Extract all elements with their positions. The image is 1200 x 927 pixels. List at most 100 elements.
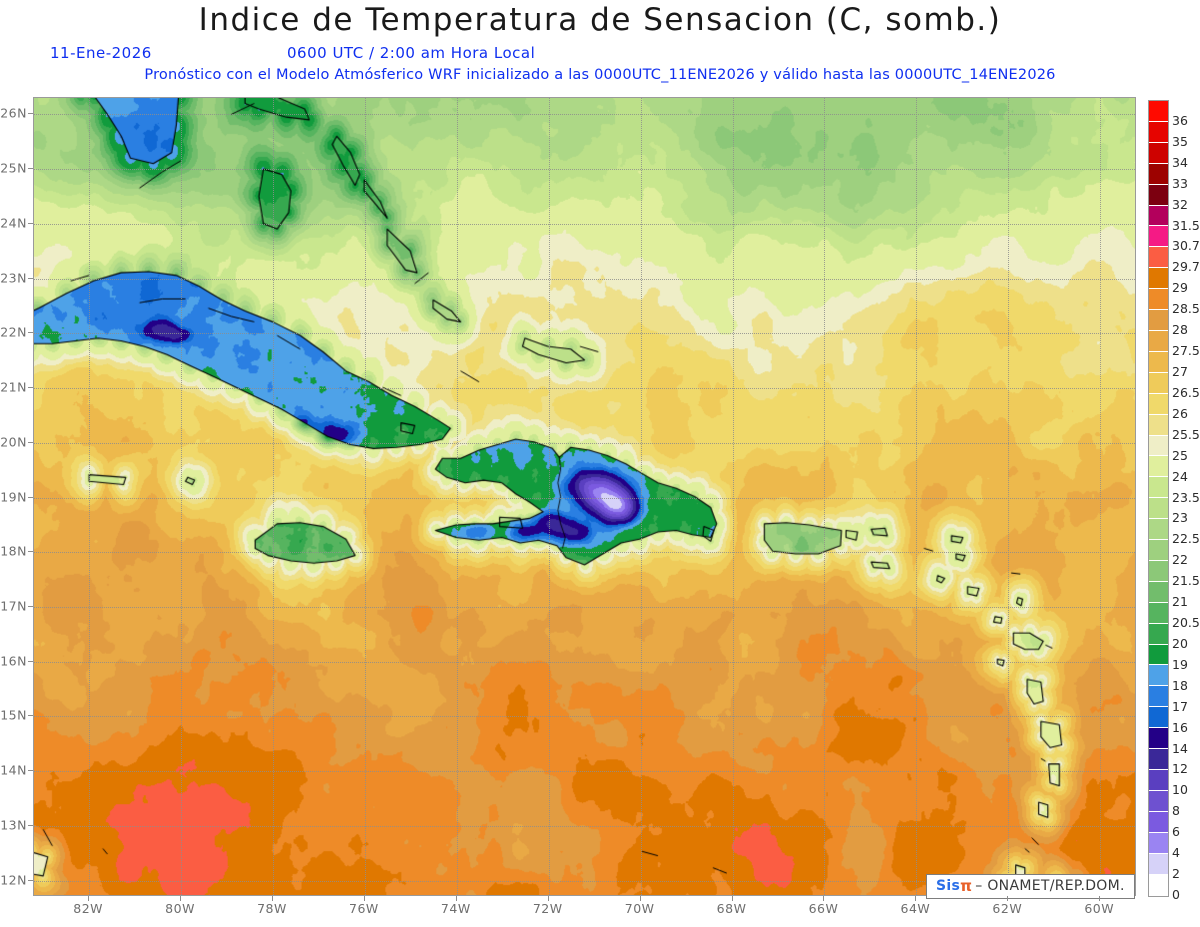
colorbar-label: 22.5 bbox=[1172, 531, 1200, 547]
longitude-label: 78W bbox=[257, 901, 287, 916]
colorbar-swatch bbox=[1149, 268, 1168, 290]
colorbar-label: 19 bbox=[1172, 657, 1188, 673]
colorbar-label: 4 bbox=[1172, 845, 1180, 861]
colorbar-label: 21.5 bbox=[1172, 573, 1200, 589]
longitude-label: 66W bbox=[808, 901, 839, 916]
colorbar-label: 29.7 bbox=[1172, 259, 1200, 275]
colorbar-swatch bbox=[1149, 330, 1168, 352]
longitude-tick bbox=[915, 896, 917, 901]
colorbar-swatch bbox=[1149, 121, 1168, 143]
colorbar-swatch bbox=[1149, 393, 1168, 415]
colorbar-swatch bbox=[1149, 372, 1168, 394]
colorbar-label: 27 bbox=[1172, 364, 1188, 380]
colorbar-label: 34 bbox=[1172, 154, 1188, 170]
colorbar-label: 24 bbox=[1172, 468, 1188, 484]
colorbar-label: 26.5 bbox=[1172, 385, 1200, 401]
colorbar-swatch bbox=[1149, 832, 1168, 854]
longitude-tick bbox=[180, 896, 182, 901]
colorbar-label: 12 bbox=[1172, 761, 1188, 777]
colorbar-label: 0 bbox=[1172, 887, 1180, 903]
colorbar-swatch bbox=[1149, 644, 1168, 666]
longitude-tick bbox=[1007, 896, 1009, 901]
latitude-label: 16N bbox=[0, 653, 27, 669]
colorbar-swatch bbox=[1149, 853, 1168, 875]
colorbar-label: 35 bbox=[1172, 134, 1188, 150]
latitude-tick bbox=[28, 715, 33, 717]
colorbar-label: 29 bbox=[1172, 280, 1188, 296]
colorbar-swatch bbox=[1149, 142, 1168, 164]
colorbar-swatch bbox=[1149, 686, 1168, 708]
latitude-tick bbox=[28, 660, 33, 662]
latitude-label: 19N bbox=[0, 489, 27, 504]
colorbar-swatch bbox=[1149, 310, 1168, 331]
colorbar-swatch bbox=[1149, 665, 1168, 687]
colorbar-swatch bbox=[1149, 560, 1168, 582]
latitude-label: 25N bbox=[0, 160, 27, 176]
latitude-tick bbox=[28, 113, 33, 115]
colorbar-label: 25.5 bbox=[1172, 426, 1200, 442]
longitude-tick bbox=[363, 896, 365, 901]
longitude-label: 64W bbox=[900, 901, 931, 916]
colorbar-label: 20.5 bbox=[1172, 615, 1200, 631]
colorbar-swatch bbox=[1149, 707, 1168, 729]
longitude-label: 74W bbox=[440, 901, 471, 916]
longitude-label: 76W bbox=[349, 901, 379, 916]
colorbar-swatch bbox=[1149, 163, 1168, 185]
longitude-label: 72W bbox=[532, 901, 563, 916]
latitude-tick bbox=[28, 332, 33, 334]
latitude-tick bbox=[28, 824, 33, 826]
longitude-label: 82W bbox=[73, 901, 104, 916]
colorbar-label: 30.7 bbox=[1172, 238, 1200, 254]
colorbar-label: 10 bbox=[1172, 782, 1188, 798]
colorbar-swatch bbox=[1149, 456, 1168, 478]
colorbar-swatch bbox=[1149, 351, 1168, 373]
latitude-tick bbox=[28, 277, 33, 279]
colorbar-label: 22 bbox=[1172, 552, 1188, 568]
colorbar-swatch bbox=[1149, 623, 1168, 645]
colorbar-label: 32 bbox=[1172, 196, 1188, 212]
latitude-tick bbox=[28, 441, 33, 443]
longitude-tick bbox=[823, 896, 825, 901]
latitude-label: 18N bbox=[0, 543, 27, 559]
colorbar-label: 33 bbox=[1172, 175, 1188, 191]
forecast-time: 0600 UTC / 2:00 am Hora Local bbox=[287, 44, 536, 62]
latitude-label: 14N bbox=[0, 762, 27, 778]
model-description: Pronóstico con el Modelo Atmósferico WRF… bbox=[144, 67, 1056, 83]
colorbar-label: 6 bbox=[1172, 824, 1180, 840]
colorbar-swatch bbox=[1149, 581, 1168, 603]
latitude-label: 22N bbox=[0, 324, 27, 340]
colorbar-label: 26 bbox=[1172, 406, 1188, 422]
latitude-label: 15N bbox=[0, 707, 27, 723]
map-plot-area[interactable] bbox=[33, 97, 1136, 896]
colorbar-swatch bbox=[1149, 205, 1168, 227]
colorbar-label: 2 bbox=[1172, 866, 1180, 882]
colorbar-swatch bbox=[1149, 101, 1168, 122]
colorbar-swatch bbox=[1149, 498, 1168, 520]
colorbar-swatch bbox=[1149, 414, 1168, 436]
colorbar-swatch bbox=[1149, 519, 1168, 541]
colorbar-label: 23.5 bbox=[1172, 489, 1200, 505]
colorbar-tick-labels: 36 35 34 33 32 31.5 30.7 29.7 29 28.5 28 27.5 27 26.5… bbox=[1172, 100, 1200, 902]
colorbar-swatch bbox=[1149, 811, 1168, 833]
latitude-label: 21N bbox=[0, 379, 27, 395]
watermark-agency-text: – ONAMET/REP.DOM. bbox=[975, 878, 1125, 894]
latitude-tick bbox=[28, 605, 33, 607]
colorbar-swatch bbox=[1149, 289, 1168, 311]
latitude-label: 24N bbox=[0, 215, 27, 231]
latitude-tick bbox=[28, 387, 33, 389]
colorbar-swatch bbox=[1149, 435, 1168, 457]
colorbar-label: 28.5 bbox=[1172, 301, 1200, 317]
longitude-tick bbox=[88, 896, 90, 901]
watermark-pi-icon: π bbox=[960, 877, 973, 895]
colorbar-swatch bbox=[1149, 728, 1168, 750]
colorbar-label: 8 bbox=[1172, 803, 1180, 819]
colorbar-label: 18 bbox=[1172, 677, 1188, 693]
colorbar-scale[interactable] bbox=[1148, 100, 1169, 897]
latitude-tick bbox=[28, 770, 33, 772]
longitude-tick bbox=[455, 896, 457, 901]
longitude-label: 60W bbox=[1084, 901, 1115, 916]
watermark-badge: Sis π – ONAMET/REP.DOM. bbox=[926, 874, 1135, 899]
colorbar-swatch bbox=[1149, 247, 1168, 269]
longitude-tick bbox=[547, 896, 549, 901]
latitude-label: 12N bbox=[0, 872, 27, 888]
